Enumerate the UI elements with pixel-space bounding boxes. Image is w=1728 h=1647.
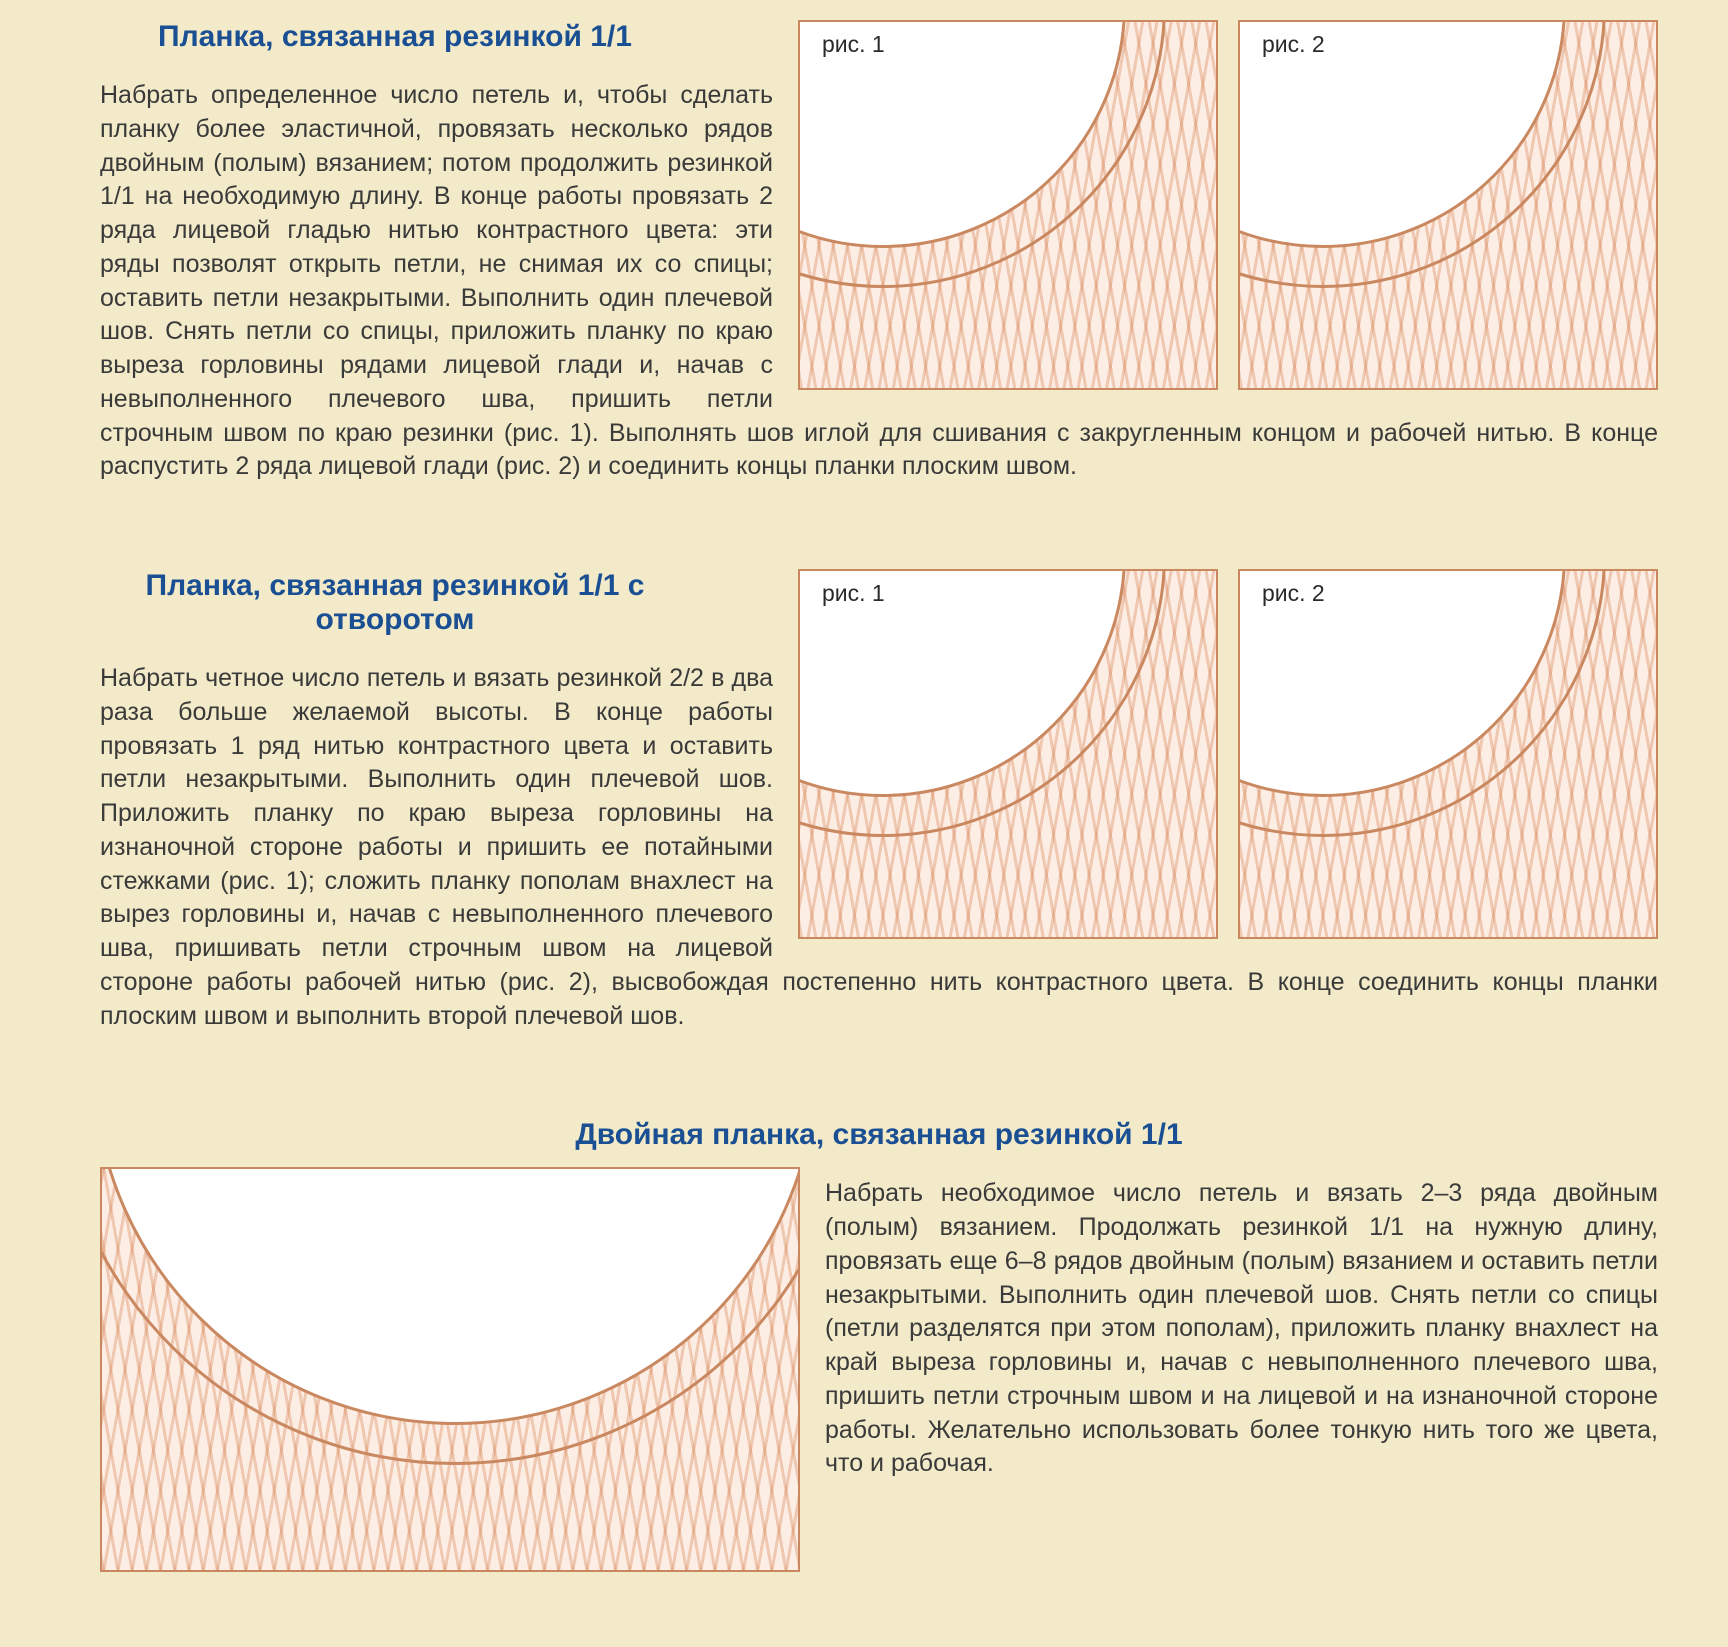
section-2: рис. 1 рис. 2 Планка, связанная резинкой… (100, 569, 1658, 1058)
page: рис. 1 рис. 2 Планка, связанная резинкой… (0, 0, 1728, 1647)
section-3: Двойная планка, связанная резинкой 1/1 Н… (100, 1118, 1658, 1587)
section-3-figure-1 (100, 1167, 800, 1572)
section-1-figure-1: рис. 1 (798, 20, 1218, 390)
section-3-title: Двойная планка, связанная резинкой 1/1 (100, 1118, 1658, 1152)
section-1: рис. 1 рис. 2 Планка, связанная резинкой… (100, 20, 1658, 509)
section-1-title: Планка, связанная резинкой 1/1 (100, 20, 690, 54)
figure-label: рис. 1 (814, 579, 893, 608)
section-1-figures: рис. 1 рис. 2 (798, 20, 1658, 390)
figure-label: рис. 2 (1254, 579, 1333, 608)
section-2-figures: рис. 1 рис. 2 (798, 569, 1658, 939)
section-2-figure-2: рис. 2 (1238, 569, 1658, 939)
section-2-figure-1: рис. 1 (798, 569, 1218, 939)
section-3-figures (100, 1167, 800, 1572)
figure-label: рис. 2 (1254, 30, 1333, 59)
section-2-title: Планка, связанная резинкой 1/1 с отворот… (100, 569, 690, 637)
figure-label: рис. 1 (814, 30, 893, 59)
rib-band (100, 1167, 800, 1465)
section-1-figure-2: рис. 2 (1238, 20, 1658, 390)
